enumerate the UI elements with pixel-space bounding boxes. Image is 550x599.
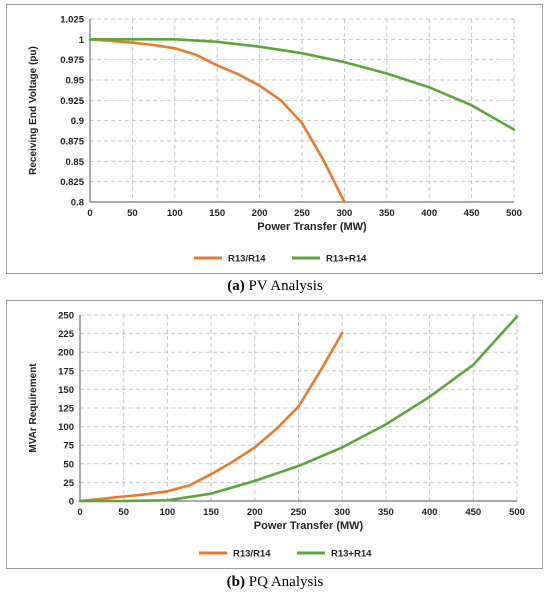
chart0-x-tick-label: 50 bbox=[127, 208, 138, 219]
chart0-y-tick-label: 0.9 bbox=[71, 116, 84, 127]
chart0-y-tick-label: 0.975 bbox=[60, 55, 84, 66]
chart1-y-axis-title: MVAr Requirement bbox=[28, 363, 39, 453]
chart0-x-tick-label: 300 bbox=[336, 208, 352, 219]
chart1-x-tick-label: 200 bbox=[247, 507, 263, 518]
pq-caption-text: PQ Analysis bbox=[248, 574, 324, 590]
chart0-y-tick-label: 1 bbox=[79, 35, 85, 46]
chart0-y-tick-label: 0.825 bbox=[60, 177, 84, 188]
chart1-y-tick-label: 75 bbox=[63, 441, 74, 452]
chart1-y-tick-label: 200 bbox=[58, 348, 74, 359]
chart1-x-tick-label: 350 bbox=[378, 507, 394, 518]
chart0-x-tick-label: 0 bbox=[87, 208, 92, 219]
chart1-series-r13-r14-line bbox=[78, 331, 344, 503]
chart0-y-axis-title: Receiving End Voltage (pu) bbox=[28, 46, 39, 175]
chart0-x-tick-label: 100 bbox=[167, 208, 183, 219]
chart1-x-tick-label: 300 bbox=[334, 507, 350, 518]
chart1-y-tick-label: 100 bbox=[58, 422, 74, 433]
chart0-y-tick-label: 0.875 bbox=[60, 137, 84, 148]
chart1-y-tick-label: 125 bbox=[58, 404, 75, 415]
chart0-y-tick-label: 0.85 bbox=[66, 157, 85, 168]
chart1-x-tick-label: 50 bbox=[118, 507, 129, 518]
chart1-y-tick-label: 50 bbox=[63, 459, 74, 470]
chart1-x-tick-label: 500 bbox=[509, 507, 525, 518]
pv-chart-svg: 0 50 100 150 200 250 300 350 400 450 500 0.8 0.825 0.… bbox=[28, 15, 522, 265]
chart0-legend-label: R13+R14 bbox=[326, 254, 367, 265]
chart0-series-r13-r14-line bbox=[88, 38, 516, 131]
chart1-y-tick-label: 175 bbox=[58, 366, 75, 377]
chart1-legend-label: R13/R14 bbox=[233, 549, 271, 560]
chart1-x-tick-label: 400 bbox=[422, 507, 438, 518]
chart0-x-tick-label: 150 bbox=[209, 208, 225, 219]
chart1-x-tick-label: 150 bbox=[203, 507, 219, 518]
chart0-x-tick-label: 350 bbox=[379, 208, 395, 219]
chart0-x-tick-label: 500 bbox=[506, 208, 522, 219]
chart0-y-tick-label: 0.925 bbox=[60, 96, 84, 107]
chart1-y-tick-label: 25 bbox=[63, 478, 74, 489]
chart1-y-tick-label: 150 bbox=[58, 385, 74, 396]
chart0-legend-label: R13/R14 bbox=[228, 254, 266, 265]
chart0-x-tick-label: 200 bbox=[252, 208, 268, 219]
pv-chart-panel: 0 50 100 150 200 250 300 350 400 450 500 0.8 0.825 0.… bbox=[6, 4, 543, 274]
chart1-y-tick-label: 225 bbox=[58, 329, 75, 340]
chart1-series-r13-r14-line bbox=[78, 315, 519, 503]
chart0-y-tick-label: 0.95 bbox=[66, 76, 85, 87]
chart0-x-tick-label: 450 bbox=[464, 208, 480, 219]
chart0-y-tick-label: 0.8 bbox=[71, 198, 84, 209]
pq-chart-svg: 0 50 100 150 200 250 300 350 400 450 500 0 25 50 75 100… bbox=[28, 311, 525, 560]
chart1-x-tick-label: 0 bbox=[77, 507, 82, 518]
chart1-legend-label: R13+R14 bbox=[331, 549, 372, 560]
chart1-x-axis-title: Power Transfer (MW) bbox=[254, 520, 364, 532]
chart0-x-axis-title: Power Transfer (MW) bbox=[257, 221, 367, 233]
chart1-y-tick-label: 0 bbox=[69, 497, 74, 508]
pv-caption-text: PV Analysis bbox=[248, 278, 323, 294]
chart0-x-tick-label: 250 bbox=[294, 208, 310, 219]
chart0-series-r13-r14-line bbox=[88, 38, 346, 204]
pv-caption-label: (a) bbox=[227, 278, 245, 294]
chart1-x-tick-label: 250 bbox=[291, 507, 307, 518]
pq-caption-label: (b) bbox=[226, 574, 245, 590]
pq-caption: (b) PQ Analysis bbox=[0, 574, 550, 591]
chart0-x-tick-label: 400 bbox=[421, 208, 437, 219]
chart0-y-tick-label: 1.025 bbox=[60, 15, 84, 26]
pq-chart-panel: 0 50 100 150 200 250 300 350 400 450 500 0 25 50 75 100… bbox=[6, 300, 543, 569]
chart1-x-tick-label: 100 bbox=[159, 507, 175, 518]
chart1-y-tick-label: 250 bbox=[58, 311, 74, 322]
pv-caption: (a) PV Analysis bbox=[0, 278, 550, 295]
chart1-x-tick-label: 450 bbox=[465, 507, 481, 518]
